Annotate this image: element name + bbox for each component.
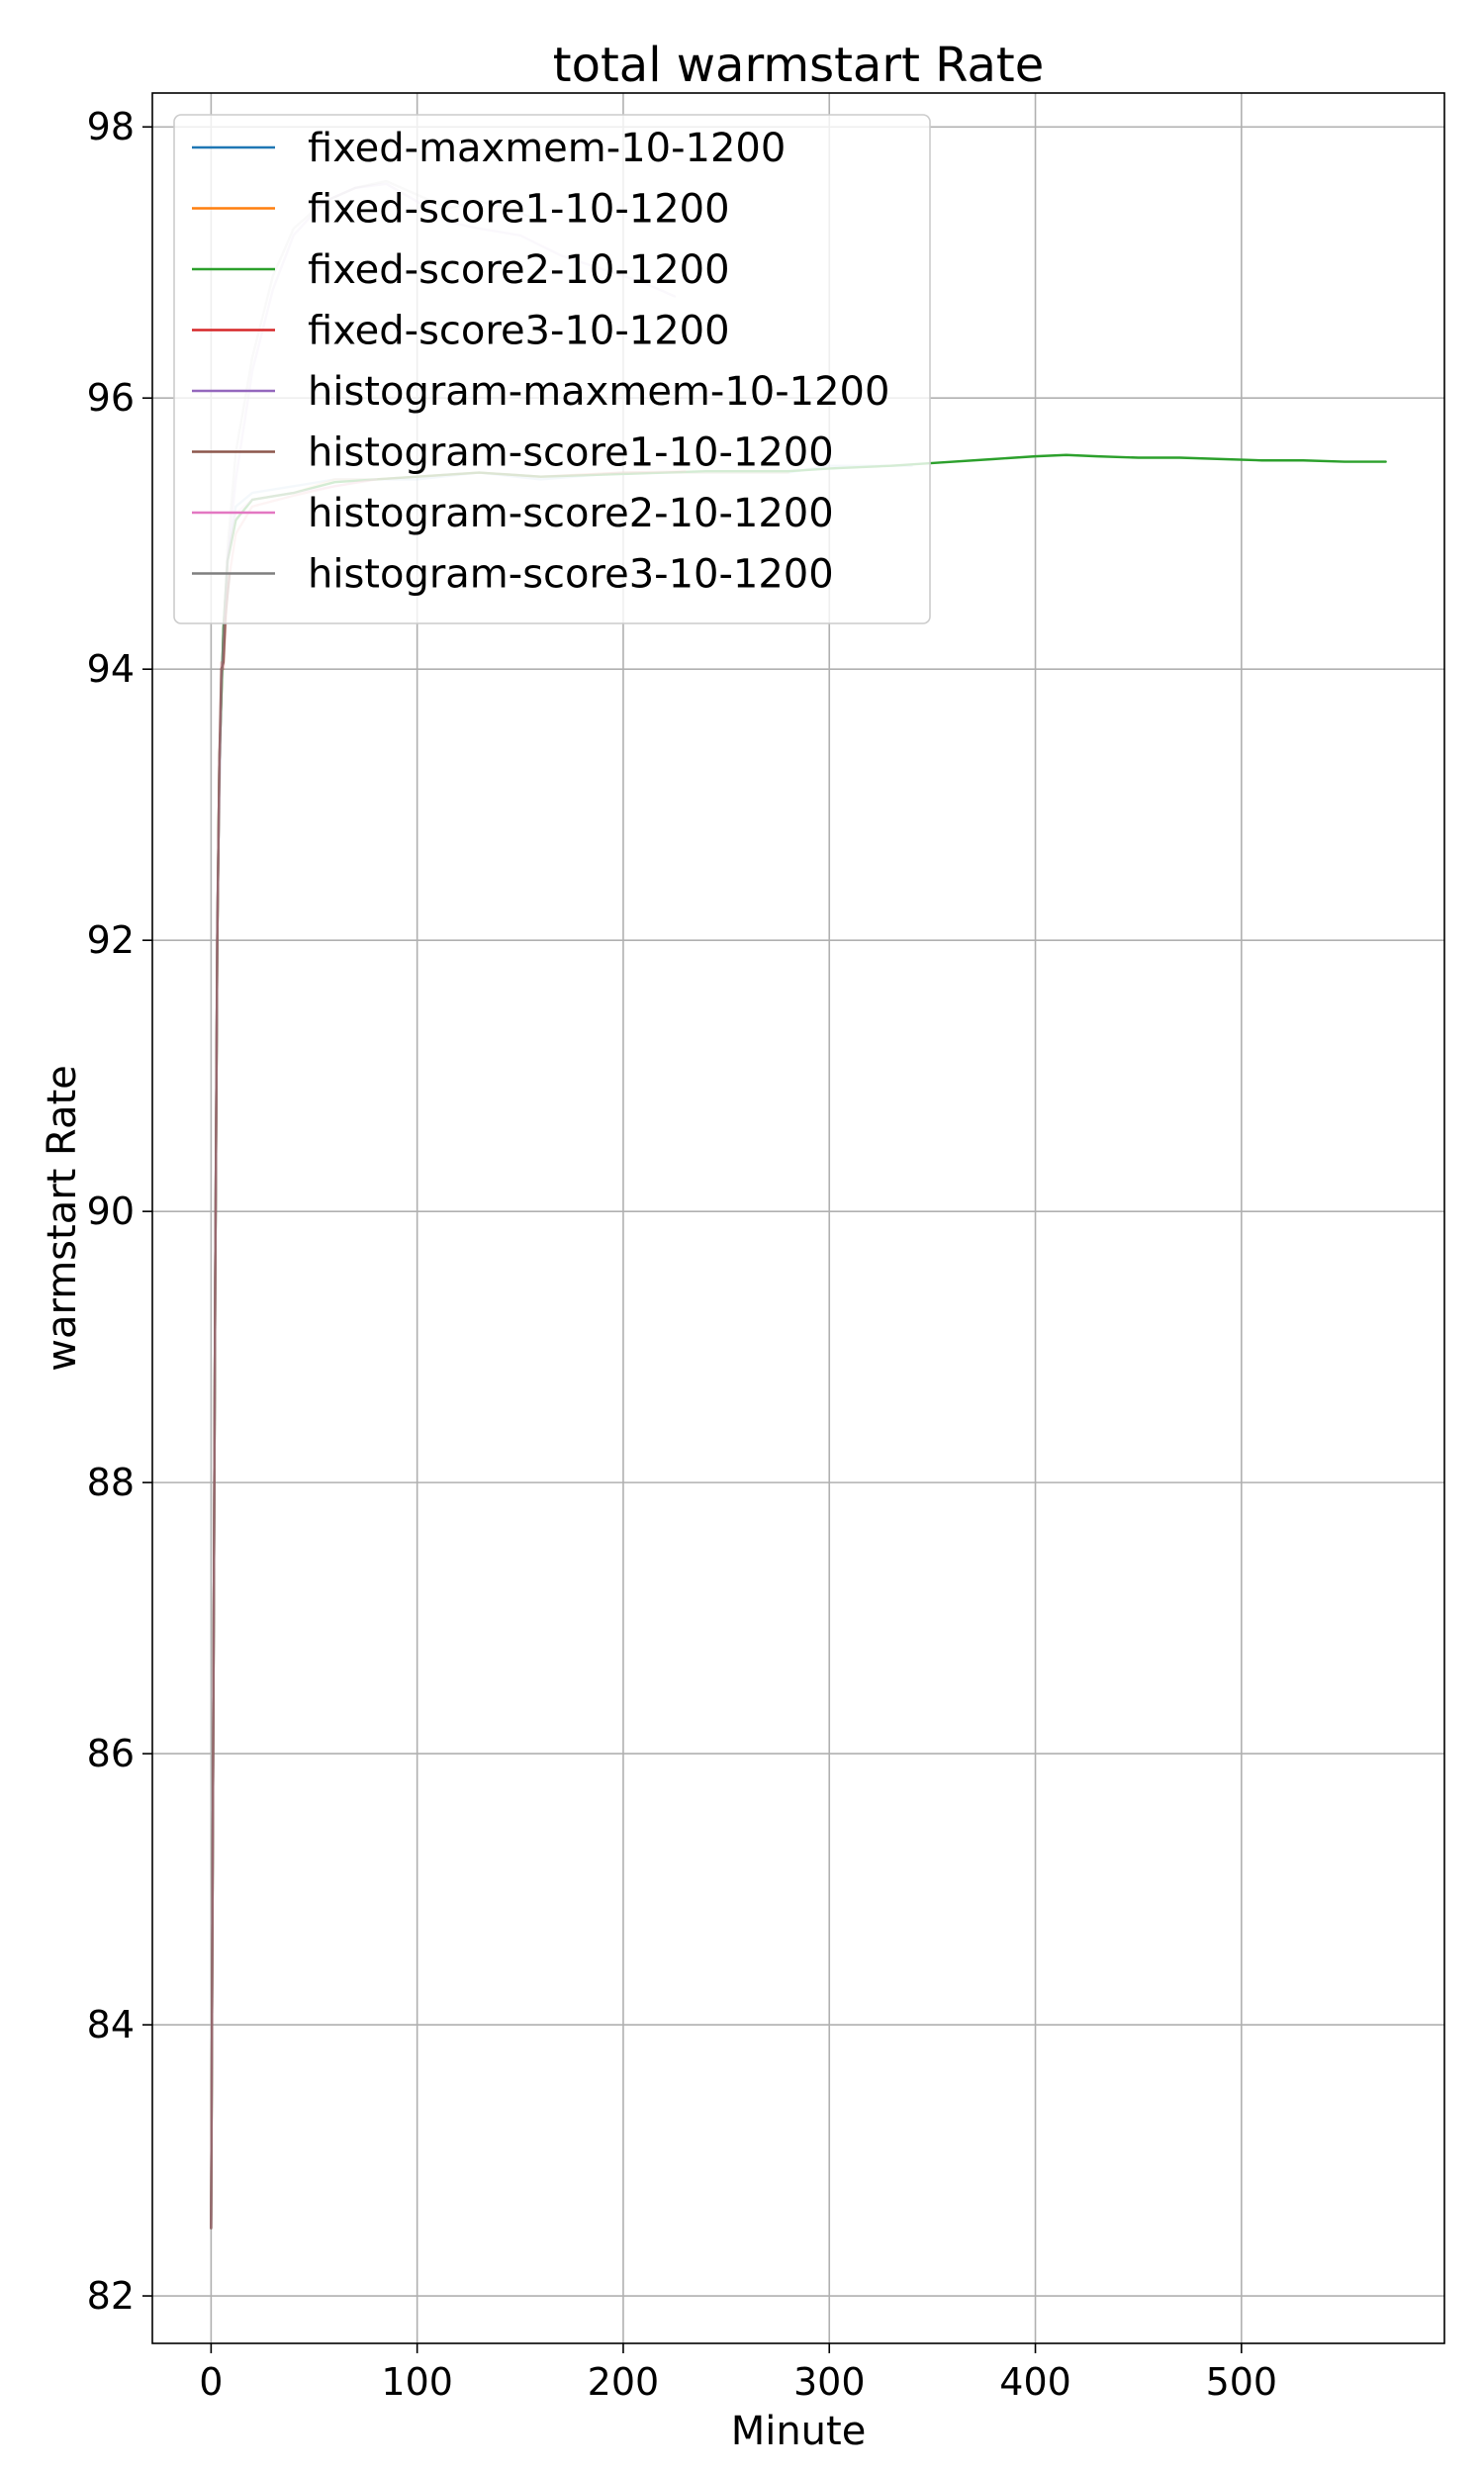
legend-entry-label: histogram-score2-10-1200: [308, 491, 834, 536]
x-tick-label: 500: [1206, 2360, 1278, 2404]
y-tick-label: 84: [87, 2003, 135, 2046]
legend-box: [173, 114, 931, 624]
y-axis-label: warmstart Rate: [40, 1065, 85, 1372]
x-tick-label: 300: [793, 2360, 866, 2404]
y-tick-label: 88: [87, 1461, 135, 1504]
series-line-histogram-score1-10-1200: [210, 573, 232, 2230]
chart-title: total warmstart Rate: [553, 38, 1044, 93]
x-axis-label: Minute: [731, 2409, 867, 2454]
x-tick-label: 200: [588, 2360, 660, 2404]
y-tick-label: 98: [87, 105, 135, 148]
x-tick-label: 100: [381, 2360, 453, 2404]
y-tick-label: 96: [87, 376, 135, 420]
y-tick-label: 94: [87, 647, 135, 691]
legend-entry-label: fixed-maxmem-10-1200: [308, 126, 786, 171]
plot-frame: [151, 92, 1445, 2344]
x-tick-label: 0: [199, 2360, 223, 2404]
legend-entry-label: histogram-score3-10-1200: [308, 552, 834, 598]
legend: fixed-maxmem-10-1200 fixed-score1-10-1200…: [173, 114, 931, 624]
legend-entry-label: fixed-score2-10-1200: [308, 247, 730, 293]
x-tick-label: 400: [999, 2360, 1071, 2404]
legend-entry-label: histogram-score1-10-1200: [308, 430, 834, 476]
tick-layer: 0 100 200 300 400 500 82 84 86 88 90 92 94 96 98: [87, 105, 1277, 2404]
y-tick-label: 90: [87, 1189, 135, 1233]
legend-entry-label: fixed-score1-10-1200: [308, 187, 730, 233]
y-tick-label: 86: [87, 1732, 135, 1775]
legend-entry-label: histogram-maxmem-10-1200: [308, 369, 889, 415]
y-tick-label: 92: [87, 918, 135, 962]
y-tick-label: 82: [87, 2274, 135, 2318]
legend-entry-label: fixed-score3-10-1200: [308, 309, 730, 354]
